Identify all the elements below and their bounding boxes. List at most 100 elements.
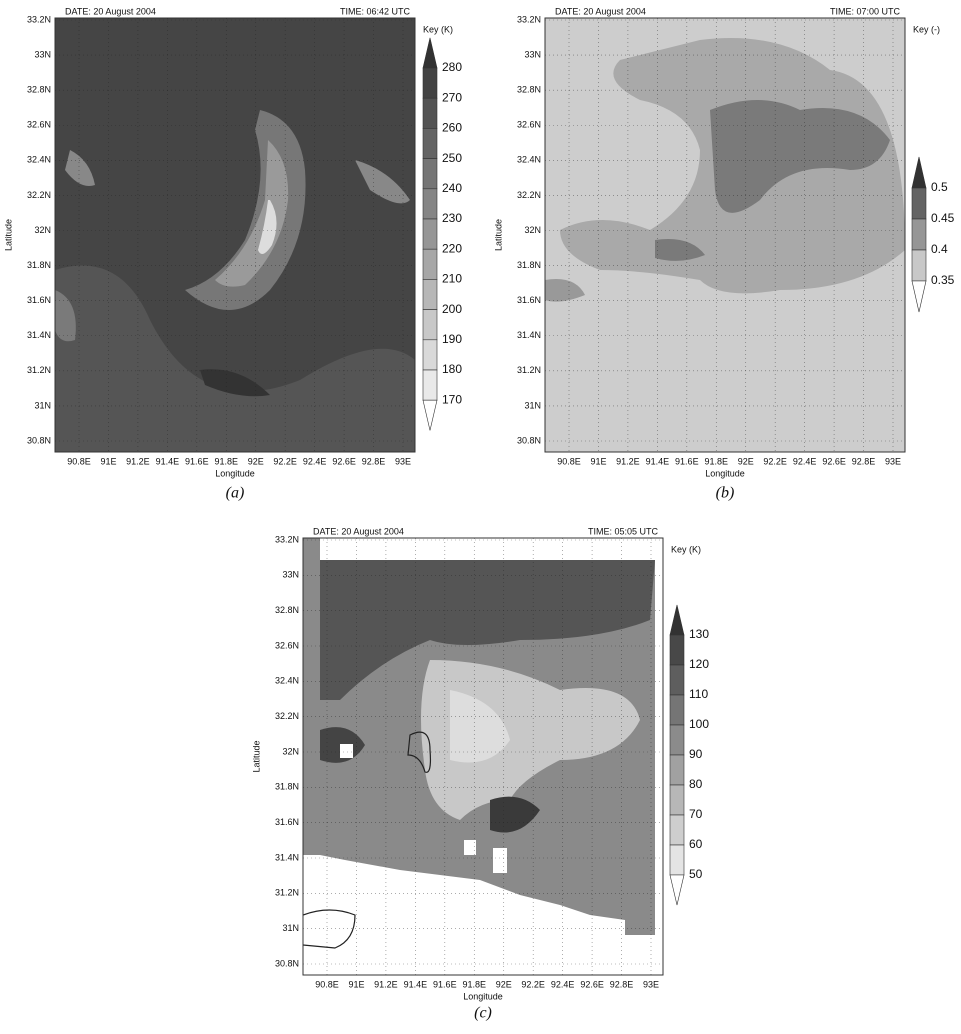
y-tick-label: 31.8N — [275, 782, 299, 792]
field-a — [55, 18, 415, 452]
x-tick-label: 93E — [395, 456, 411, 466]
key-level: 70 — [689, 807, 703, 821]
key-level: 80 — [689, 777, 703, 791]
key-level: 60 — [689, 837, 703, 851]
y-tick-label: 31N — [34, 400, 51, 410]
x-tick-label: 91.8E — [215, 456, 239, 466]
colorbar-band — [422, 188, 438, 220]
y-tick-label: 31.8N — [517, 260, 541, 270]
colorbar-band — [422, 158, 438, 190]
y-axis-label: Latitude — [251, 740, 261, 772]
colorbar-band — [422, 279, 438, 310]
key-level: 100 — [689, 717, 709, 731]
date: DATE: 20 August 2004 — [555, 6, 646, 16]
colorbar-band — [669, 754, 685, 786]
key-level: 210 — [442, 272, 462, 286]
colorbar-end — [911, 280, 927, 313]
frame-b — [544, 17, 906, 453]
x-tick-label: 92.2E — [521, 979, 545, 989]
colorbar-band — [422, 128, 438, 159]
key-level: 0.4 — [931, 242, 948, 256]
key-level: 110 — [689, 687, 708, 701]
y-tick-label: 32N — [282, 746, 299, 756]
key-level: 240 — [442, 181, 462, 195]
x-tick-label: 93E — [885, 456, 901, 466]
x-tick-label: 91.6E — [675, 456, 699, 466]
y-tick-label: 33.2N — [27, 14, 51, 24]
colorbar-band — [422, 248, 438, 280]
x-tick-label: 93E — [643, 979, 659, 989]
key-title: Key (-) — [913, 24, 940, 34]
x-tick-label: 91E — [348, 979, 364, 989]
colorbar-band — [669, 724, 685, 756]
key-level: 230 — [442, 211, 462, 225]
y-tick-label: 31.2N — [27, 365, 51, 375]
key-level: 50 — [689, 867, 703, 881]
y-tick-label: 33.2N — [517, 14, 541, 24]
colorbar-band — [422, 97, 438, 129]
field-c — [303, 538, 663, 975]
colorbar-band — [669, 844, 685, 876]
x-tick-label: 91.6E — [185, 456, 209, 466]
key-level: 0.45 — [931, 211, 955, 225]
x-tick-label: 91.4E — [156, 456, 180, 466]
x-tick-label: 90.8E — [557, 456, 581, 466]
y-tick-label: 32.2N — [517, 190, 541, 200]
key-title: Key (K) — [423, 24, 453, 34]
key-level: 250 — [442, 151, 462, 165]
key-level: 120 — [689, 657, 709, 671]
x-tick-label: 91.6E — [433, 979, 457, 989]
y-tick-label: 32.4N — [27, 155, 51, 165]
x-tick-label: 91.4E — [404, 979, 428, 989]
time: TIME: 05:05 UTC — [588, 526, 659, 536]
x-tick-label: 92.2E — [273, 456, 297, 466]
frame-a — [54, 17, 416, 453]
y-tick-label: 31.4N — [517, 330, 541, 340]
colorbar-band — [422, 339, 438, 371]
colorbar-band — [422, 309, 438, 341]
key-level: 200 — [442, 302, 462, 316]
y-tick-label: 32.6N — [27, 120, 51, 130]
y-tick-label: 32N — [524, 225, 541, 235]
x-tick-label: 91.8E — [705, 456, 729, 466]
key-level: 170 — [442, 392, 462, 406]
y-tick-label: 30.8N — [27, 435, 51, 445]
date: DATE: 20 August 2004 — [65, 6, 156, 16]
x-tick-label: 92E — [248, 456, 264, 466]
y-tick-label: 31.6N — [517, 295, 541, 305]
caption: (c) — [474, 1005, 492, 1022]
x-tick-label: 91.4E — [646, 456, 670, 466]
y-tick-label: 32.8N — [275, 605, 299, 615]
y-axis-label: Latitude — [493, 219, 503, 251]
x-axis-label: Longitude — [215, 468, 255, 478]
y-tick-label: 31.4N — [27, 330, 51, 340]
colorbar-band — [669, 664, 685, 696]
x-tick-label: 91.2E — [374, 979, 398, 989]
x-tick-label: 92.6E — [332, 456, 356, 466]
colorbar-band — [669, 814, 685, 846]
colorbar-band — [911, 249, 927, 282]
key-level: 130 — [689, 627, 709, 641]
key-level: 0.35 — [931, 273, 955, 287]
y-tick-label: 32.4N — [517, 155, 541, 165]
frame-c — [302, 537, 664, 976]
x-tick-label: 92.2E — [763, 456, 787, 466]
x-tick-label: 91.8E — [463, 979, 487, 989]
x-tick-label: 92.4E — [303, 456, 327, 466]
time: TIME: 06:42 UTC — [340, 6, 411, 16]
caption: (a) — [226, 485, 245, 502]
y-tick-label: 31.2N — [517, 365, 541, 375]
x-axis-label: Longitude — [705, 468, 745, 478]
x-tick-label: 91E — [100, 456, 116, 466]
y-tick-label: 31.4N — [275, 852, 299, 862]
y-tick-label: 31N — [524, 400, 541, 410]
colorbar-band — [422, 369, 438, 401]
y-tick-label: 30.8N — [517, 435, 541, 445]
y-tick-label: 32.2N — [275, 711, 299, 721]
key-title: Key (K) — [671, 544, 701, 554]
y-tick-label: 31.6N — [27, 295, 51, 305]
y-tick-label: 32.4N — [275, 676, 299, 686]
y-tick-label: 31N — [282, 923, 299, 933]
y-tick-label: 31.6N — [275, 817, 299, 827]
